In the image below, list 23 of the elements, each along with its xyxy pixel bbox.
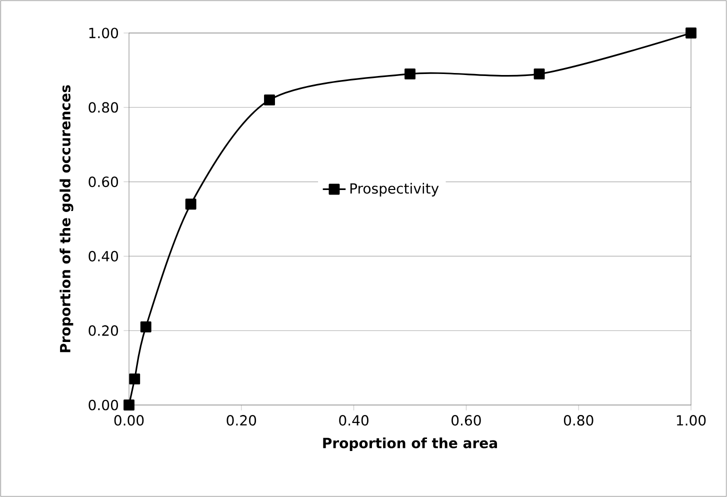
point [404, 68, 416, 80]
point [140, 321, 152, 332]
x-tick-label: 0.60 [452, 415, 481, 426]
point [185, 198, 196, 210]
y-tick-label: 0.60 [88, 176, 118, 188]
y-tick-label: 0.40 [88, 250, 118, 262]
point [534, 68, 545, 80]
x-tick-label: 1.00 [676, 415, 706, 426]
y-axis-title: Proportion of the gold occurences [60, 85, 74, 352]
y-tick-label: 0.80 [88, 102, 118, 113]
y-tick-label: 0.00 [88, 400, 118, 410]
point [264, 94, 275, 106]
y-tick-label: 0.20 [88, 325, 118, 336]
x-tick-label: 0.80 [564, 415, 594, 426]
point [129, 373, 140, 384]
x-tick-label: 0.40 [339, 415, 368, 426]
x-tick-label: 0.20 [226, 415, 256, 426]
point [124, 400, 134, 410]
x-axis-title: Proportion of the area [323, 437, 497, 451]
legend-label: Prospectivity [350, 182, 439, 196]
y-tick-label: 1.00 [89, 28, 118, 38]
x-tick-label: 0.00 [114, 415, 144, 426]
point [686, 28, 696, 38]
